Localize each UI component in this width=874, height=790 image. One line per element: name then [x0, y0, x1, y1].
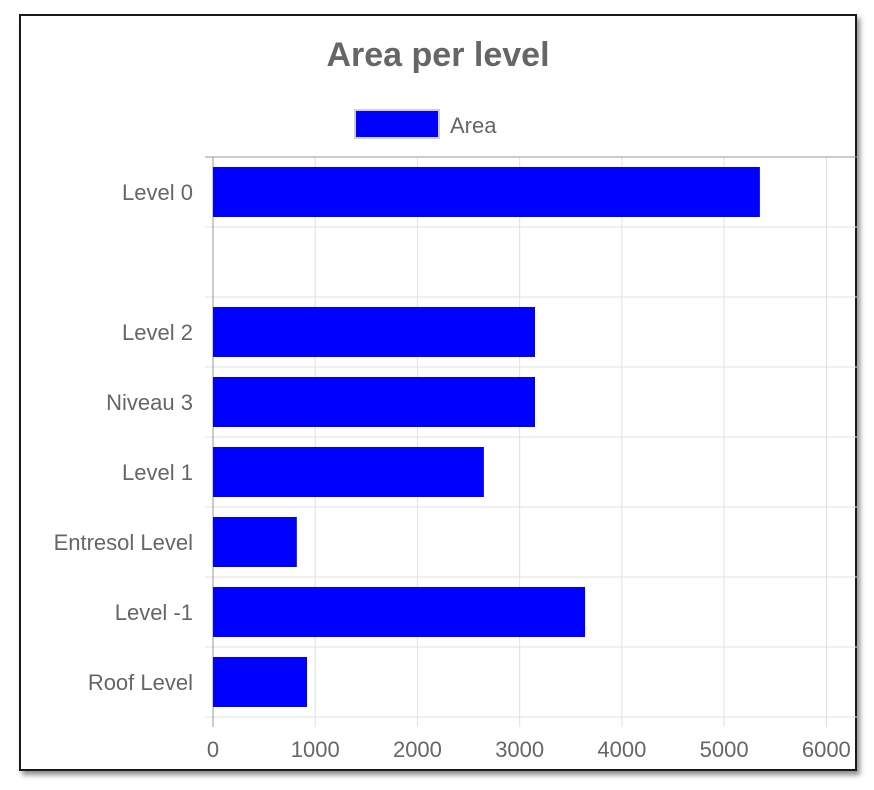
y-tick-label: Level 0 — [122, 180, 193, 205]
y-tick-labels: Level 0 Level 2 Niveau 3 Level 1 Entresol Le… — [54, 180, 193, 695]
axes — [205, 156, 857, 727]
bar-level-1 — [213, 447, 484, 497]
x-tick-label: 5000 — [700, 737, 749, 762]
x-tick-label: 3000 — [495, 737, 544, 762]
x-tick-label: 2000 — [393, 737, 442, 762]
bar-level-2 — [213, 307, 535, 357]
y-tick-label: Entresol Level — [54, 530, 193, 555]
y-tick-label: Level 2 — [122, 320, 193, 345]
bar-level-0 — [213, 167, 760, 217]
y-tick-label: Niveau 3 — [106, 390, 193, 415]
y-tick-label: Roof Level — [88, 670, 193, 695]
y-tick-label: Level -1 — [115, 600, 193, 625]
bar-roof-level — [213, 657, 308, 707]
bar-niveau-3 — [213, 377, 535, 427]
grid-lines — [205, 156, 857, 727]
x-tick-label: 6000 — [802, 737, 851, 762]
legend-label-area: Area — [450, 113, 497, 138]
bar-level--1 — [213, 587, 586, 637]
y-tick-label: Level 1 — [122, 460, 193, 485]
x-tick-labels: 0 1000 2000 3000 4000 5000 6000 — [207, 737, 851, 762]
legend[interactable]: Area — [354, 109, 497, 139]
bars — [213, 167, 760, 707]
legend-swatch-area — [354, 109, 440, 139]
x-tick-label: 0 — [207, 737, 219, 762]
x-tick-label: 1000 — [291, 737, 340, 762]
x-tick-label: 4000 — [597, 737, 646, 762]
bar-entresol-level — [213, 517, 297, 567]
chart-title: Area per level — [326, 36, 549, 74]
